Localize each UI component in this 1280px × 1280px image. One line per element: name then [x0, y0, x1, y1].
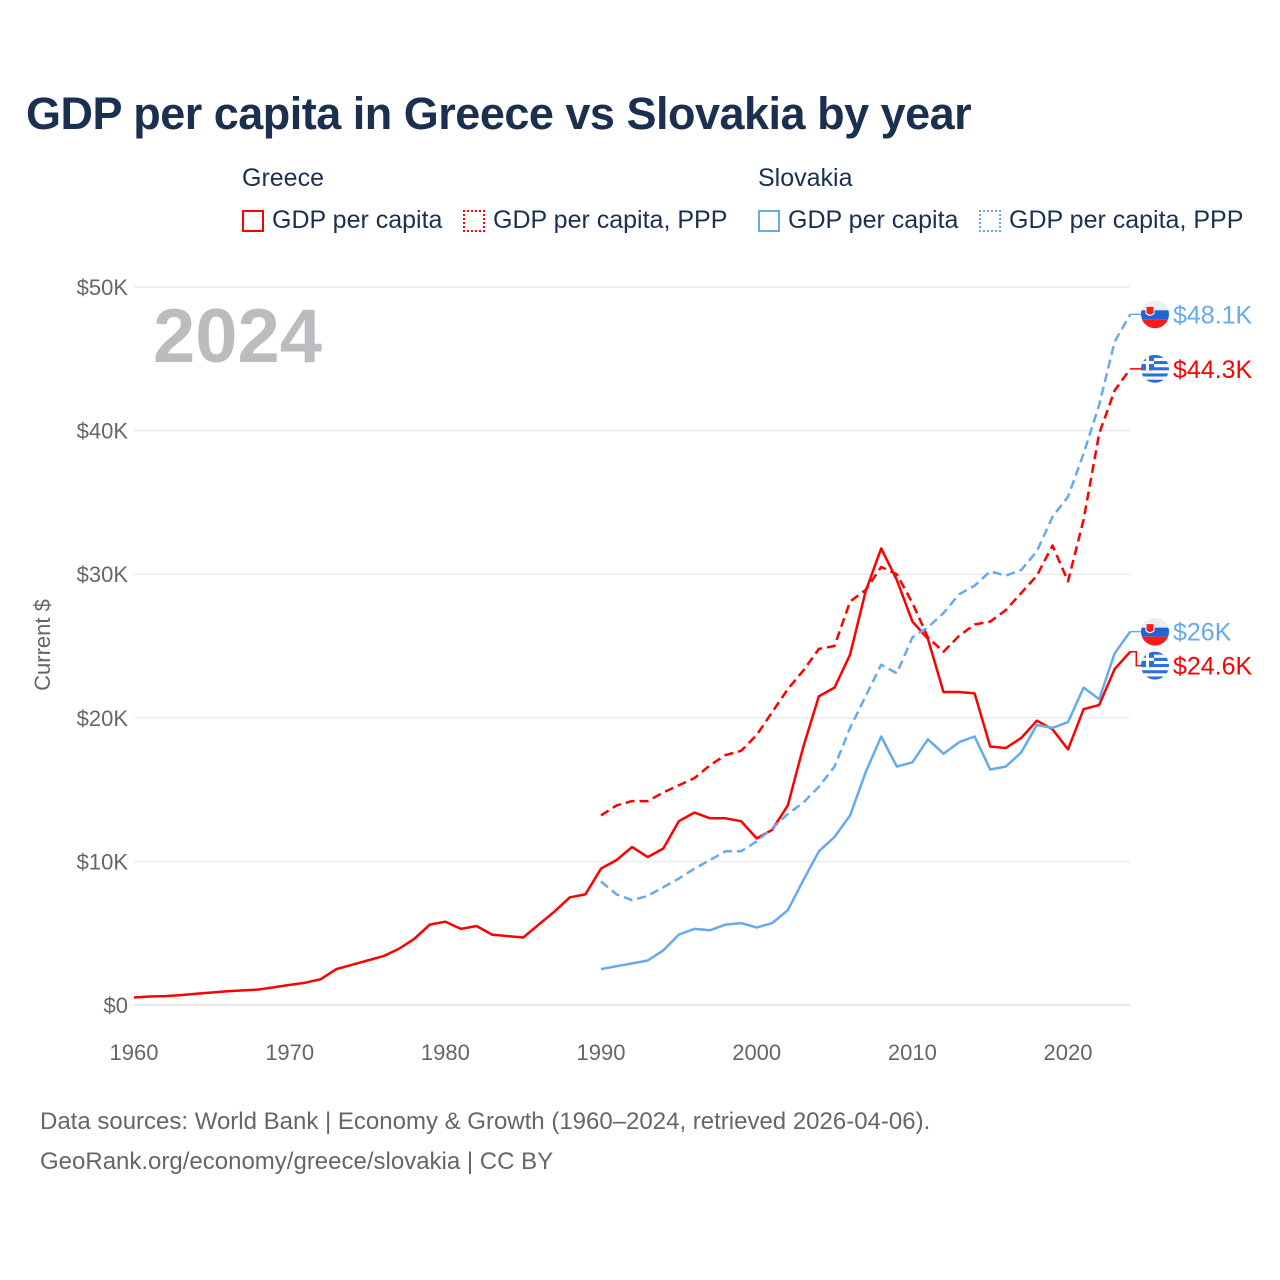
legend-swatch — [242, 209, 264, 232]
y-tick-label: $20K — [77, 706, 129, 731]
flag-stripe — [1141, 370, 1169, 374]
y-tick-label: $30K — [77, 562, 129, 587]
flag-stripe — [1141, 670, 1169, 674]
legend-group-slovakia: Slovakia GDP per capita GDP per capita, … — [758, 164, 1243, 234]
end-value-label: $44.3K — [1173, 356, 1253, 384]
y-tick-label: $0 — [104, 993, 128, 1018]
legend-group-label: Slovakia — [758, 164, 853, 192]
legend-item-slovakia-gdp[interactable]: GDP per capita — [758, 206, 958, 235]
source-line-2[interactable]: GeoRank.org/economy/greece/slovakia | CC… — [40, 1148, 554, 1175]
x-tick-label: 1980 — [421, 1040, 470, 1065]
legend-label: GDP per capita, PPP — [1009, 206, 1244, 234]
series-line — [600, 368, 1132, 817]
end-marker — [1141, 651, 1169, 680]
x-tick-label: 2000 — [732, 1040, 781, 1065]
flag-stripe — [1141, 676, 1169, 680]
y-tick-label: $40K — [77, 419, 129, 444]
flag-stripe — [1141, 373, 1169, 377]
end-marker — [1141, 300, 1169, 329]
legend-label: GDP per capita — [788, 206, 959, 234]
end-marker — [1141, 617, 1169, 646]
year-watermark: 2024 — [153, 294, 322, 379]
legend-swatch — [758, 209, 780, 232]
flag-cross — [1146, 651, 1149, 668]
slovakia-flag-icon — [1141, 617, 1169, 646]
series-line — [600, 313, 1132, 902]
end-marker — [1141, 354, 1169, 383]
legend-label: GDP per capita, PPP — [493, 206, 728, 234]
flag-stripe — [1141, 654, 1169, 658]
legend-swatch — [979, 209, 1001, 232]
flag-stripe — [1141, 357, 1169, 362]
greece-flag-icon — [1141, 651, 1169, 680]
flag-stripe — [1141, 364, 1169, 368]
end-value-label: $24.6K — [1173, 653, 1253, 681]
flag-stripe — [1141, 361, 1169, 365]
end-value-label: $48.1K — [1173, 301, 1253, 329]
legend-item-slovakia-ppp[interactable]: GDP per capita, PPP — [979, 206, 1243, 235]
legend-swatch — [463, 209, 485, 232]
flag-stripe — [1141, 379, 1169, 383]
y-tick-label: $10K — [77, 849, 129, 874]
flag-stripe — [1141, 673, 1169, 677]
legend-item-greece-gdp[interactable]: GDP per capita — [242, 206, 442, 235]
flag-stripe — [1141, 367, 1169, 371]
legend-label: GDP per capita — [272, 206, 443, 234]
x-tick-label: 1960 — [110, 1040, 159, 1065]
flag-cross — [1146, 354, 1149, 371]
y-tick-label: $50K — [77, 275, 129, 300]
flag-stripe — [1141, 354, 1169, 359]
chart-title: GDP per capita in Greece vs Slovakia by … — [26, 88, 972, 139]
x-tick-label: 1970 — [265, 1040, 314, 1065]
x-tick-label: 1990 — [577, 1040, 626, 1065]
flag-stripe — [1141, 617, 1169, 628]
flag-stripe — [1141, 627, 1169, 637]
y-axis-label: Current $ — [30, 599, 55, 691]
flag-stripe — [1141, 667, 1169, 671]
flag-stripe — [1141, 651, 1169, 655]
flag-stripe — [1141, 657, 1169, 662]
flag-stripe — [1141, 636, 1169, 646]
legend-item-greece-ppp[interactable]: GDP per capita, PPP — [463, 206, 727, 235]
legend-group-label: Greece — [242, 164, 324, 192]
end-connector — [1130, 650, 1143, 667]
flag-stripe — [1141, 376, 1169, 380]
flag-stripe — [1141, 300, 1169, 311]
series-line — [600, 630, 1132, 971]
slovakia-flag-icon — [1141, 300, 1169, 329]
series-line — [133, 547, 1132, 999]
x-tick-label: 2020 — [1044, 1040, 1093, 1065]
x-tick-label: 2010 — [888, 1040, 937, 1065]
legend-group-greece: Greece GDP per capita GDP per capita, PP… — [242, 164, 727, 234]
flag-stripe — [1141, 310, 1169, 320]
flag-stripe — [1141, 660, 1169, 665]
flag-stripe — [1141, 664, 1169, 668]
source-line-1: Data sources: World Bank | Economy & Gro… — [40, 1108, 931, 1135]
flag-shield — [1145, 623, 1155, 634]
flag-shield — [1145, 305, 1155, 316]
greece-flag-icon — [1141, 354, 1169, 383]
flag-stripe — [1141, 319, 1169, 329]
end-value-label: $26K — [1173, 619, 1232, 647]
